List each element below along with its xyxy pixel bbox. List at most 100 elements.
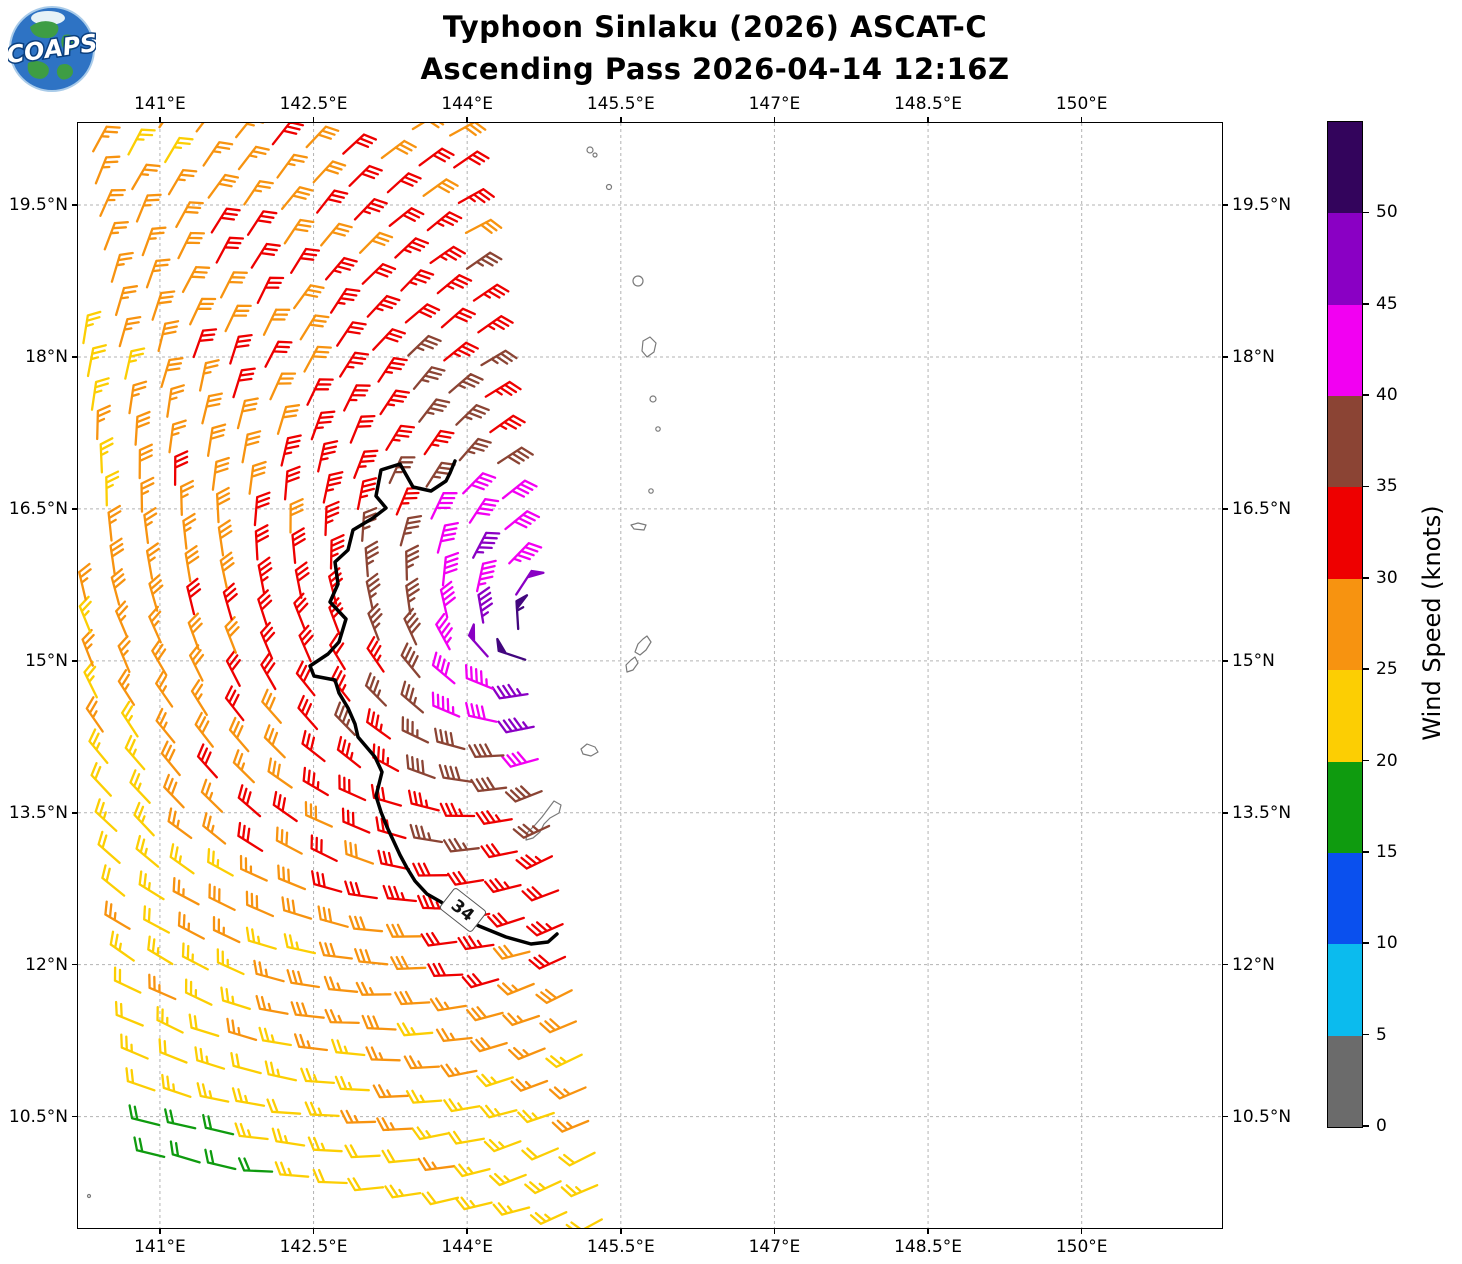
wind-barb: [194, 1046, 226, 1070]
wind-barb: [200, 778, 224, 813]
wind-barb: [234, 1122, 269, 1141]
colorbar-segment: [1328, 761, 1362, 853]
wind-barb: [201, 392, 223, 425]
wind-barb: [464, 664, 494, 690]
wind-barb: [215, 486, 231, 524]
wind-barb: [489, 414, 526, 434]
x-tick-label: 142.5°E: [279, 1237, 348, 1257]
wind-barb: [394, 990, 431, 1006]
x-tick-mark: [312, 1228, 315, 1234]
wind-barb: [151, 639, 168, 677]
wind-barb: [94, 155, 121, 185]
colorbar-tick-mark: [1363, 668, 1369, 670]
wind-barb: [78, 562, 92, 601]
colorbar-segment: [1328, 213, 1362, 305]
wind-barb: [421, 1191, 460, 1206]
wind-barb: [524, 1180, 562, 1195]
wind-barb: [329, 287, 361, 314]
wind-barb: [196, 743, 218, 779]
y-tick-label: 15°N: [1232, 650, 1275, 671]
y-tick-label: 12°N: [25, 954, 68, 975]
wind-barb: [85, 696, 104, 733]
colorbar-tick-mark: [1363, 211, 1369, 214]
wind-barb: [347, 1177, 385, 1192]
wind-barb: [188, 644, 205, 682]
y-tick-label: 18°N: [25, 346, 68, 367]
wind-barb: [204, 1148, 237, 1171]
coaps-logo: COAPS: [3, 5, 101, 93]
wind-barb: [121, 700, 139, 738]
island-outline: [630, 522, 647, 531]
wind-barb: [168, 419, 187, 454]
wind-barb: [317, 440, 339, 473]
wind-barb: [128, 380, 148, 415]
wind-barb: [548, 1086, 587, 1100]
wind-barb: [281, 896, 313, 920]
wind-barb: [353, 449, 379, 479]
wind-barb: [231, 1087, 266, 1107]
wind-barb: [475, 559, 497, 593]
wind-barb: [250, 242, 281, 269]
wind-barb: [264, 340, 293, 368]
x-tick-mark: [312, 117, 315, 123]
figure-title-line2: Ascending Pass 2026-04-14 12:16Z: [420, 52, 1010, 86]
wind-barb: [328, 597, 344, 635]
wind-barb: [216, 948, 245, 976]
wind-barb: [380, 139, 417, 160]
wind-barb: [435, 612, 453, 651]
wind-barb: [129, 769, 151, 804]
wind-barb: [202, 141, 234, 167]
wind-barb: [220, 986, 251, 1011]
wind-barb: [225, 649, 241, 687]
y-tick-label: 13.5°N: [8, 802, 68, 823]
wind-barb: [206, 423, 227, 457]
wind-barb: [479, 1104, 518, 1119]
wind-barb: [271, 123, 305, 146]
wind-barb: [491, 683, 529, 700]
wind-barb: [184, 978, 213, 1006]
wind-barb: [224, 304, 252, 333]
figure-title-line1: Typhoon Sinlaku (2026) ASCAT-C: [442, 10, 988, 44]
wind-barb: [427, 962, 464, 978]
wind-barb: [365, 572, 381, 611]
wind-barb: [157, 320, 180, 353]
y-tick-mark: [72, 204, 78, 206]
wind-barb: [560, 1184, 599, 1198]
wind-barb: [124, 347, 146, 380]
wind-barb: [364, 672, 387, 707]
colorbar-segment: [1328, 1035, 1362, 1127]
island-outline: [655, 426, 661, 432]
colorbar-tick-label: 5: [1376, 1024, 1387, 1045]
wind-barb: [274, 1161, 310, 1178]
y-tick-mark: [72, 356, 78, 358]
wind-barb: [301, 729, 326, 763]
island-outlines: [86, 146, 661, 1199]
y-tick-mark: [1222, 963, 1228, 966]
wind-barb: [470, 1037, 508, 1053]
wind-barb: [340, 1109, 377, 1124]
wind-barb: [118, 315, 142, 348]
x-tick-label: 141°E: [134, 1237, 186, 1257]
wind-barb: [429, 997, 467, 1012]
wind-barb: [297, 694, 319, 731]
wind-barb: [134, 410, 151, 446]
colorbar-tick-mark: [1363, 302, 1369, 305]
wind-barb: [472, 531, 501, 559]
wind-barb: [277, 864, 307, 891]
wind-barb: [388, 207, 425, 227]
wind-barb: [92, 125, 121, 153]
wind-barb: [81, 628, 95, 667]
wind-barb: [299, 314, 330, 341]
wind-barb: [224, 685, 245, 722]
wind-barb: [138, 870, 165, 901]
wind-barb: [512, 823, 551, 839]
wind-barb: [128, 1104, 161, 1127]
wind-barb: [370, 783, 403, 807]
wind-barb: [228, 716, 250, 753]
wind-barb: [318, 941, 353, 960]
x-tick-label: 145.5°E: [586, 94, 655, 114]
wind-barb: [361, 263, 397, 285]
wind-barb: [253, 959, 285, 983]
wind-barb: [167, 168, 198, 196]
wind-barb: [323, 975, 359, 993]
